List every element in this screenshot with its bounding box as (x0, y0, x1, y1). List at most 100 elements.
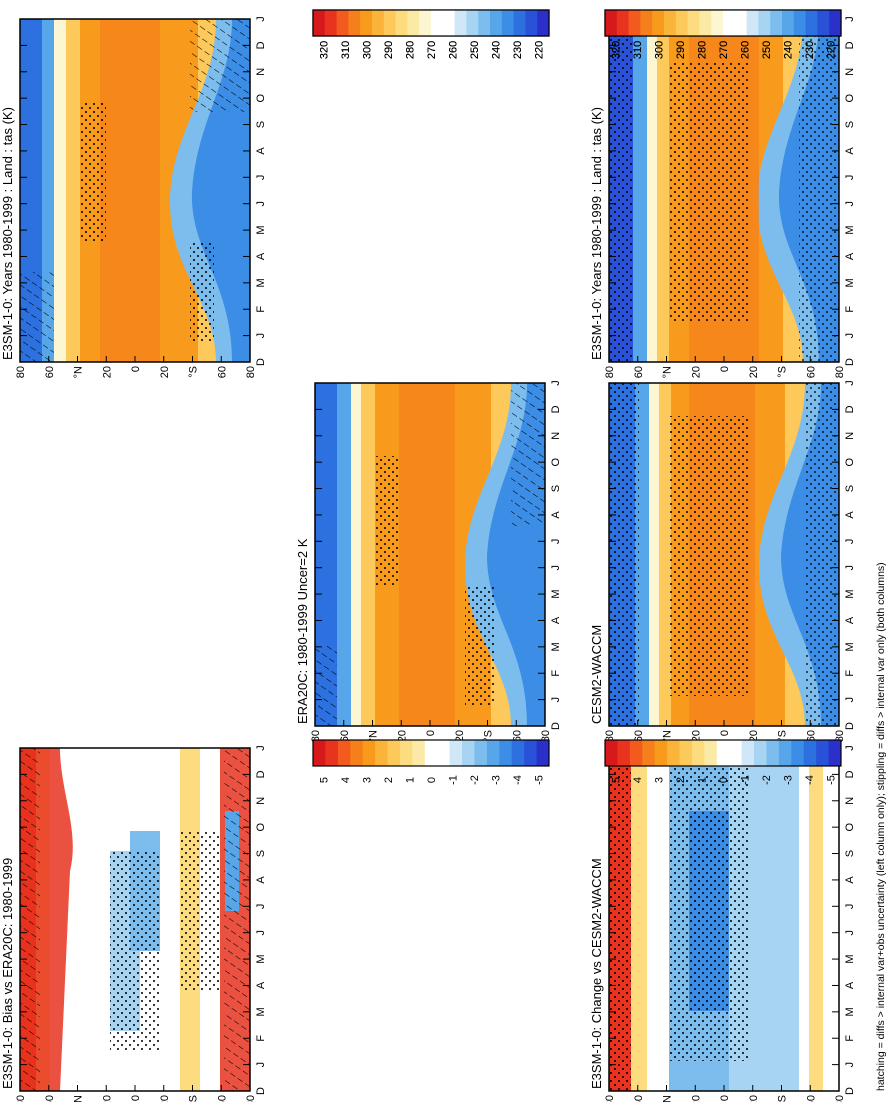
x-tick-label: N (844, 68, 856, 76)
colorbar-swatch (454, 10, 467, 36)
colorbar-swatch (828, 740, 842, 766)
x-tick-label: S (844, 121, 856, 128)
colorbar-label: 320 (611, 41, 623, 59)
colorbar-label: 290 (383, 41, 395, 59)
panel-title: ERA20C: 1980-1999 Uncer=2 K (295, 538, 310, 724)
colorbar-swatch (734, 10, 747, 36)
colorbar-label: 240 (782, 41, 794, 59)
x-tick-label: A (550, 616, 562, 624)
x-tick-label: D (550, 722, 562, 730)
colorbar-label: 270 (426, 41, 438, 59)
x-tick-label: A (844, 616, 856, 624)
y-tick-label: °S (483, 730, 495, 742)
x-tick-label: A (844, 876, 856, 884)
colorbar-swatch (313, 10, 326, 36)
x-tick-label: J (255, 333, 267, 339)
x-tick-label: J (255, 930, 267, 936)
x-axis: D J F M A M J J A S O N D J (20, 16, 267, 366)
colorbar-swatch (687, 10, 700, 36)
x-tick-label: N (844, 432, 856, 440)
x-tick-label: D (550, 405, 562, 413)
x-tick-label: J (844, 697, 856, 703)
stippling-overlay (609, 19, 633, 362)
y-tick-label: 20 (159, 366, 171, 378)
y-tick-label: 80 (834, 730, 846, 742)
x-tick-label: M (844, 225, 856, 234)
colorbar-label: 250 (469, 41, 481, 59)
x-tick-label: S (844, 850, 856, 857)
colorbar-label: 290 (675, 41, 687, 59)
colorbar-frame (312, 739, 550, 767)
x-tick-label: D (255, 41, 267, 49)
colorbar-label: 270 (718, 41, 730, 59)
colorbar-swatch (486, 740, 500, 766)
colorbar-swatch (348, 10, 361, 36)
heatmap-area (315, 383, 545, 726)
colorbar-label: 290 (675, 41, 687, 59)
colorbar-swatch (723, 10, 736, 36)
x-tick-label: M (255, 1007, 267, 1016)
colorbar-swatch (336, 10, 349, 36)
x-axis: D J F M A M J J A S O N D J (609, 380, 856, 730)
colorbar-swatch (462, 740, 475, 766)
y-tick-label: 20 (101, 1095, 113, 1102)
panel-title: E3SM-1-0: Bias vs ERA20C: 1980-1999 (0, 858, 15, 1089)
colorbar-label: 310 (632, 41, 644, 59)
colorbar-swatch (741, 740, 755, 766)
colorbar-swatch (654, 740, 668, 766)
stippling-overlay (669, 62, 749, 322)
x-tick-label: S (550, 485, 562, 492)
colorbar-swatch (513, 10, 526, 36)
colorbar-label: 250 (469, 41, 481, 59)
colorbar-label: 250 (761, 41, 773, 59)
colorbar-frame (604, 739, 842, 767)
x-tick-label: J (844, 930, 856, 936)
colorbar-label: 5 (611, 777, 623, 783)
x-tick-label: J (844, 201, 856, 207)
x-tick-label: A (550, 511, 562, 519)
y-tick-label: 20 (690, 366, 702, 378)
y-tick-label: °N (368, 730, 380, 742)
stippling-overlay (110, 851, 160, 1051)
x-tick-label: J (550, 380, 562, 386)
colorbar-label: 300 (654, 41, 666, 59)
x-tick-label: A (844, 147, 856, 155)
colorbar-swatch (383, 10, 396, 36)
y-tick-label: 0 (130, 1095, 142, 1101)
colorbar-swatch (770, 10, 783, 36)
x-tick-label: A (255, 147, 267, 155)
colorbar-label: 310 (632, 41, 644, 59)
colorbar-swatch (536, 740, 550, 766)
colorbar-label: 300 (362, 41, 374, 59)
colorbar-swatch (616, 10, 629, 36)
x-axis: D J F M A M J J A S O N D J (315, 380, 562, 730)
colorbar-label: 0 (718, 777, 730, 783)
y-tick-label: °S (188, 366, 200, 378)
x-tick-label: M (844, 589, 856, 598)
x-tick-label: F (550, 670, 562, 677)
x-tick-label: J (550, 565, 562, 571)
hatching-overlay (224, 748, 250, 1091)
x-tick-label: A (255, 876, 267, 884)
colorbar-swatch (803, 740, 817, 766)
stippling-overlay (375, 456, 399, 586)
x-tick-label: D (844, 1087, 856, 1095)
colorbar-label: 320 (319, 41, 331, 59)
x-tick-label: F (844, 306, 856, 313)
colorbar-swatch (337, 740, 351, 766)
y-tick-label: 60 (633, 1095, 645, 1102)
hatching-overlay (511, 383, 545, 526)
y-tick-label: 20 (101, 366, 113, 378)
x-tick-label: M (255, 954, 267, 963)
colorbar-swatch (816, 740, 829, 766)
x-tick-label: D (255, 770, 267, 778)
colorbar-swatch (691, 740, 705, 766)
colorbar-swatch (424, 740, 438, 766)
colorbar-swatch (766, 740, 780, 766)
colorbar-swatch (449, 740, 463, 766)
stippling-overlay (80, 102, 106, 242)
colorbar-swatch (667, 740, 680, 766)
colorbar-label: -2 (761, 775, 773, 785)
y-tick-label: 60 (339, 730, 351, 742)
